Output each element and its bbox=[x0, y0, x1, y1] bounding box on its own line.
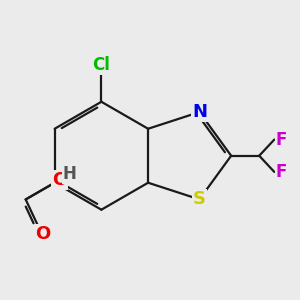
Text: O: O bbox=[35, 225, 50, 243]
Text: O: O bbox=[52, 171, 67, 189]
Text: F: F bbox=[276, 130, 287, 148]
Text: H: H bbox=[63, 165, 76, 183]
Text: F: F bbox=[276, 163, 287, 181]
Text: Cl: Cl bbox=[92, 56, 110, 74]
Text: S: S bbox=[193, 190, 206, 208]
Text: N: N bbox=[192, 103, 207, 121]
